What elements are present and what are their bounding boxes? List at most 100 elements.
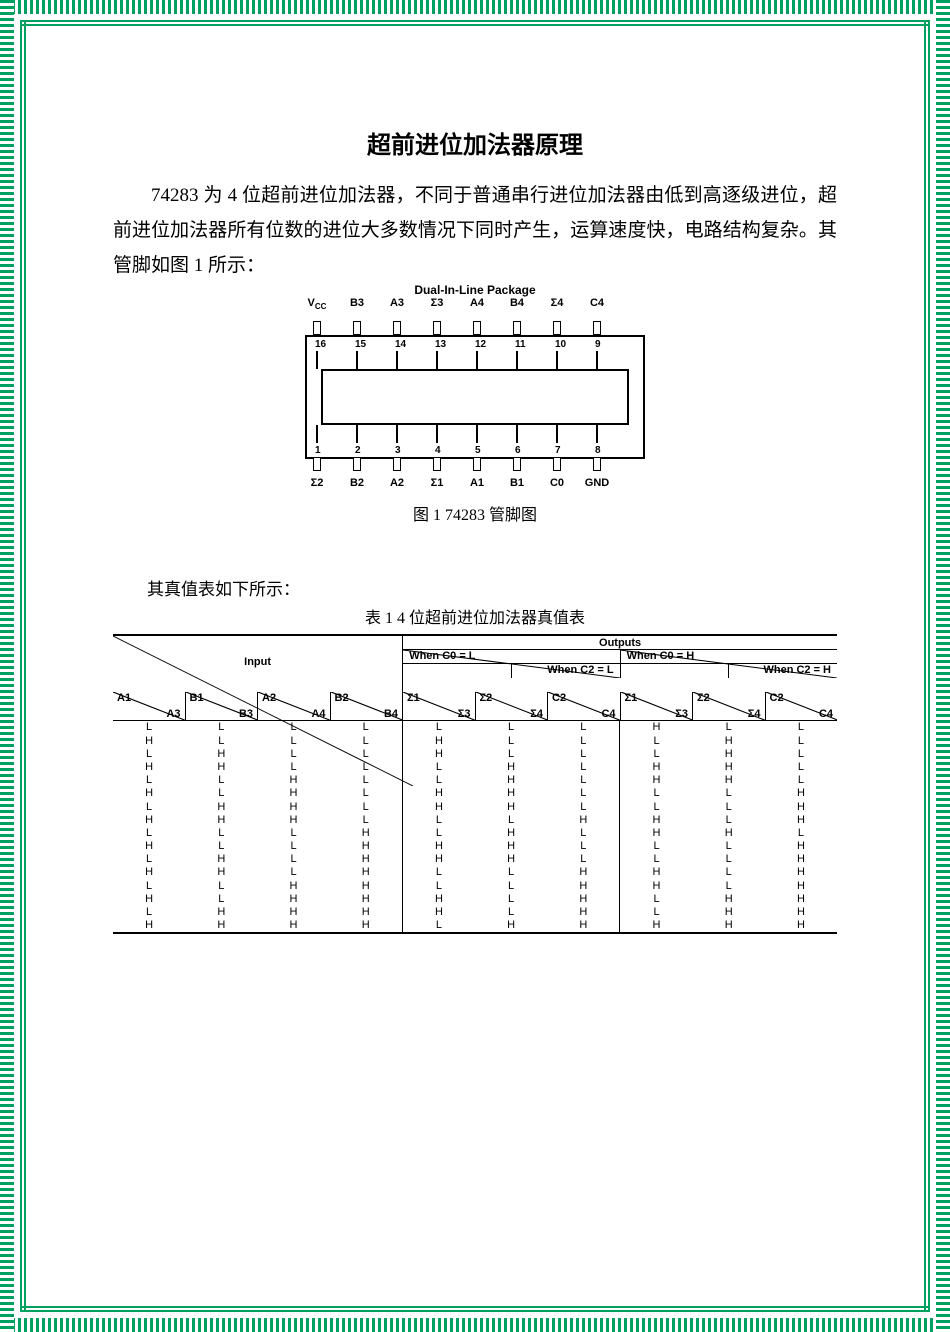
table-cell: H xyxy=(185,853,257,866)
table-cell: H xyxy=(403,735,475,748)
pin xyxy=(393,321,401,335)
table-cell: H xyxy=(475,801,547,814)
column-headers: A1A3B1B3A2A4B2B4Σ1Σ3Σ2Σ4C2C4Σ1Σ3Σ2Σ4C2C4 xyxy=(113,692,837,721)
pinout-diagram: Dual-In-Line Package VCC16B315A314Σ313A4… xyxy=(295,297,655,497)
table-cell: L xyxy=(185,893,257,906)
table-cell: H xyxy=(330,919,403,932)
pin-label: Σ3 xyxy=(417,297,457,309)
table-cell: H xyxy=(113,840,185,853)
table-cell: H xyxy=(620,761,692,774)
table-cell: L xyxy=(547,748,620,761)
pin xyxy=(513,321,521,335)
column-header: B2B4 xyxy=(331,692,404,720)
table-cell: H xyxy=(765,893,837,906)
pin xyxy=(433,321,441,335)
table-row: HHHLLLHHLH xyxy=(113,814,837,827)
column-header: B1B3 xyxy=(186,692,259,720)
pin xyxy=(473,457,481,471)
table-cell: H xyxy=(693,827,765,840)
table-cell: H xyxy=(475,840,547,853)
table-cell: H xyxy=(620,814,692,827)
table-cell: H xyxy=(113,787,185,800)
pin-number: 5 xyxy=(475,445,495,456)
table-cell: L xyxy=(330,787,403,800)
table-cell: H xyxy=(185,801,257,814)
table-caption: 表 1 4 位超前进位加法器真值表 xyxy=(113,604,837,628)
pin xyxy=(553,321,561,335)
column-header: A2A4 xyxy=(258,692,331,720)
table-cell: H xyxy=(257,919,329,932)
pin-label: A2 xyxy=(377,477,417,489)
table-cell: L xyxy=(693,787,765,800)
table-cell: L xyxy=(257,827,329,840)
table-row: HHLHLLHHLH xyxy=(113,866,837,879)
table-cell: H xyxy=(765,801,837,814)
table-cell: H xyxy=(330,840,403,853)
table-cell: H xyxy=(330,827,403,840)
table-cell: H xyxy=(693,893,765,906)
table-cell: H xyxy=(185,919,257,932)
table-cell: H xyxy=(620,774,692,787)
table-cell: H xyxy=(475,787,547,800)
table-cell: L xyxy=(475,893,547,906)
table-cell: L xyxy=(547,761,620,774)
table-cell: H xyxy=(547,893,620,906)
table-cell: H xyxy=(693,761,765,774)
pin xyxy=(553,457,561,471)
table-cell: L xyxy=(475,721,547,734)
table-cell: L xyxy=(113,801,185,814)
table-cell: L xyxy=(475,814,547,827)
pin xyxy=(473,321,481,335)
pin-label: A4 xyxy=(457,297,497,309)
table-cell: L xyxy=(403,814,475,827)
table-cell: H xyxy=(765,919,837,932)
table-cell: L xyxy=(113,853,185,866)
table-cell: H xyxy=(765,906,837,919)
pin-label: B4 xyxy=(497,297,537,309)
table-cell: H xyxy=(185,866,257,879)
table-row: LLHHLLHHLH xyxy=(113,880,837,893)
table-cell: H xyxy=(113,866,185,879)
pin xyxy=(313,321,321,335)
table-cell: H xyxy=(330,866,403,879)
table-row: HHHHLHHHHH xyxy=(113,919,837,932)
pin-label: Σ2 xyxy=(297,477,337,489)
pin-label: B1 xyxy=(497,477,537,489)
table-cell: H xyxy=(765,787,837,800)
pin-label: Σ1 xyxy=(417,477,457,489)
table-cell: L xyxy=(693,853,765,866)
table-cell: L xyxy=(547,853,620,866)
table-cell: H xyxy=(693,735,765,748)
table-cell: L xyxy=(185,840,257,853)
table-cell: L xyxy=(547,787,620,800)
table-cell: L xyxy=(693,721,765,734)
table-cell: L xyxy=(765,774,837,787)
pin-number: 9 xyxy=(595,339,615,350)
pin-label: B3 xyxy=(337,297,377,309)
table-cell: H xyxy=(765,840,837,853)
table-cell: L xyxy=(475,880,547,893)
outputs-header: Outputs When C0 = L When C0 = H When C2 … xyxy=(403,636,837,692)
table-cell: H xyxy=(620,721,692,734)
table-row: LHHLHHLLLH xyxy=(113,801,837,814)
table-cell: L xyxy=(693,866,765,879)
table-cell: H xyxy=(257,880,329,893)
table-cell: L xyxy=(257,866,329,879)
table-cell: L xyxy=(185,880,257,893)
pin xyxy=(433,457,441,471)
truth-table: Input Outputs When C0 = L When C0 = H Wh… xyxy=(113,634,837,934)
pin xyxy=(353,321,361,335)
table-cell: L xyxy=(475,735,547,748)
pin-label: GND xyxy=(577,477,617,489)
table-cell: L xyxy=(257,840,329,853)
pin xyxy=(513,457,521,471)
table-row: HLHLHHLLLH xyxy=(113,787,837,800)
pin-label: VCC xyxy=(297,297,337,311)
table-cell: L xyxy=(403,827,475,840)
table-cell: H xyxy=(185,814,257,827)
input-header: Input xyxy=(113,636,403,692)
table-cell: L xyxy=(113,906,185,919)
table-cell: H xyxy=(113,893,185,906)
table-cell: H xyxy=(113,814,185,827)
pin-number: 8 xyxy=(595,445,615,456)
